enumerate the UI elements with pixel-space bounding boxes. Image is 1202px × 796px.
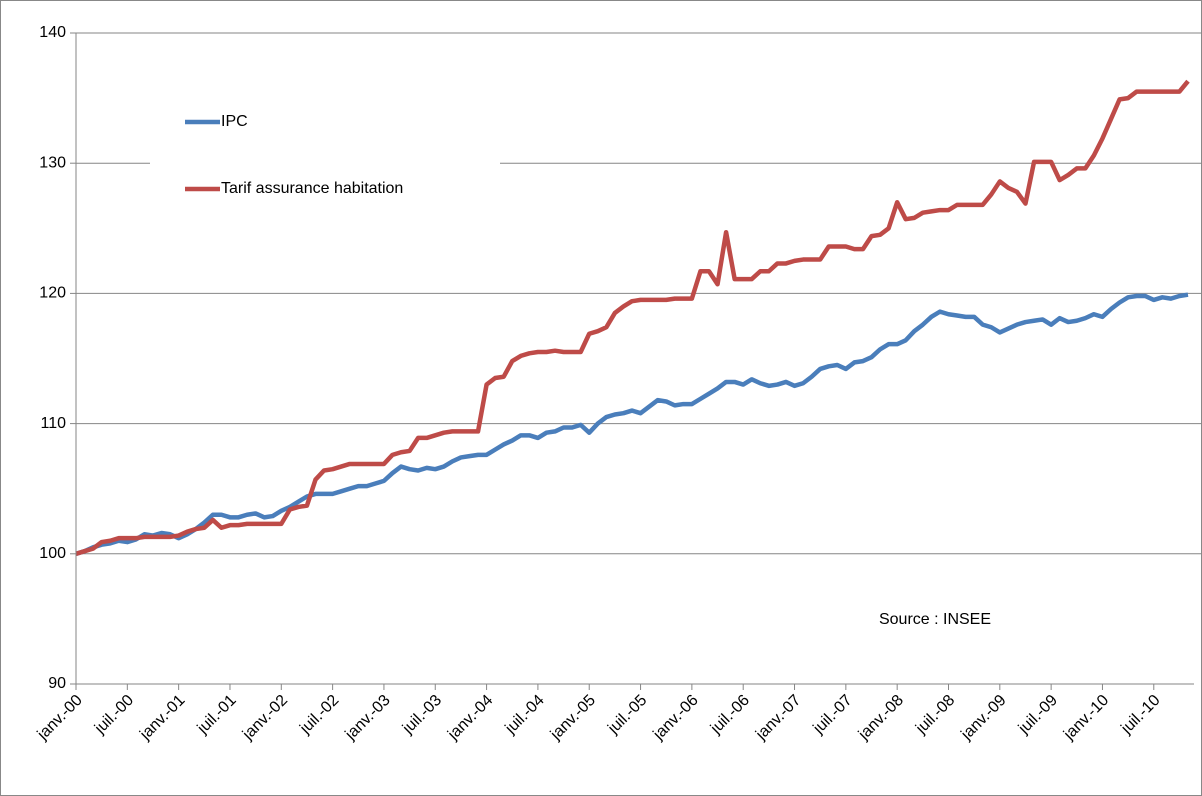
legend: IPC Tarif assurance habitation bbox=[150, 100, 500, 215]
legend-label: IPC bbox=[221, 113, 248, 130]
legend-box bbox=[150, 100, 500, 215]
y-tick-label: 100 bbox=[39, 545, 66, 562]
annotation: Source : INSEE bbox=[879, 611, 991, 628]
lines bbox=[75, 79, 1190, 556]
y-tick-label: 130 bbox=[39, 154, 66, 171]
y-tick-label: 140 bbox=[39, 24, 66, 41]
series-line bbox=[75, 292, 1189, 556]
legend-label: Tarif assurance habitation bbox=[221, 180, 403, 197]
y-tick-label: 120 bbox=[39, 285, 66, 302]
y-tick-label: 110 bbox=[40, 415, 66, 432]
grid bbox=[76, 32, 1202, 555]
y-tick-label: 90 bbox=[48, 675, 66, 692]
series-line bbox=[75, 79, 1190, 556]
